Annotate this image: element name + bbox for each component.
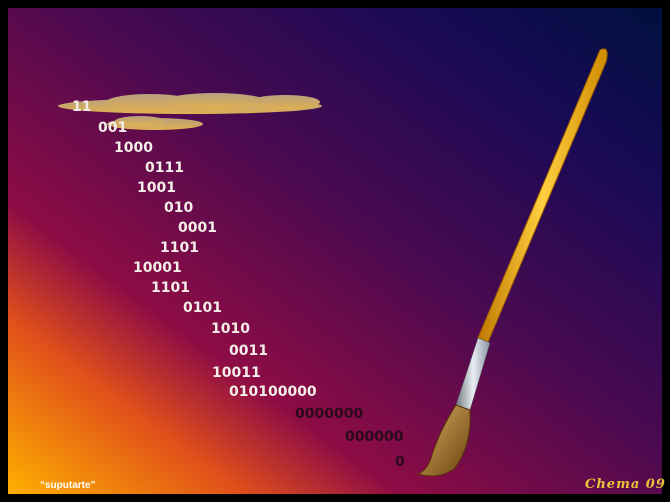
binary-line: 0011 — [229, 343, 268, 359]
binary-line: 1001 — [137, 180, 176, 196]
binary-line: 010 — [164, 200, 193, 216]
paintbrush — [416, 48, 608, 477]
binary-line: 10011 — [212, 365, 261, 381]
binary-line: 0001 — [178, 220, 217, 236]
binary-line: 001 — [98, 120, 127, 136]
binary-line: 0 — [395, 454, 405, 470]
binary-line: 1101 — [160, 240, 199, 256]
binary-line: 0101 — [183, 300, 222, 316]
binary-line: 0000000 — [295, 406, 363, 422]
binary-line: 010100000 — [229, 384, 317, 400]
caption: “suputarte” — [40, 480, 96, 491]
signature: Chema 09 — [585, 477, 666, 492]
binary-stream: 1100110000111100101000011101100011101010… — [72, 99, 405, 470]
binary-line: 11 — [72, 99, 91, 115]
binary-line: 1101 — [151, 280, 190, 296]
binary-line: 1010 — [211, 321, 250, 337]
cloud — [58, 93, 322, 130]
binary-line: 1000 — [114, 140, 153, 156]
binary-line: 0111 — [145, 160, 184, 176]
background — [8, 8, 662, 494]
binary-line: 000000 — [345, 429, 404, 445]
binary-line: 10001 — [133, 260, 182, 276]
